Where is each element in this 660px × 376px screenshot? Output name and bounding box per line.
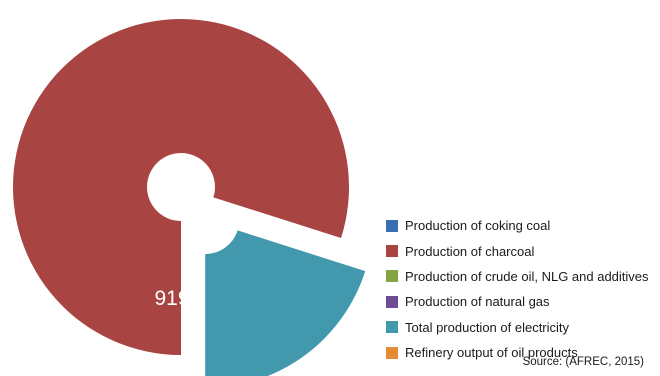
legend-label: Total production of electricity xyxy=(405,319,570,335)
legend-label: Production of crude oil, NLG and additiv… xyxy=(405,268,649,284)
legend-item: Refinery output of oil products xyxy=(386,340,649,365)
legend-swatch xyxy=(386,321,398,334)
pie-slice xyxy=(13,18,350,355)
legend-item: Production of crude oil, NLG and additiv… xyxy=(386,264,649,289)
legend-label: Production of charcoal xyxy=(405,243,535,259)
legend-item: Production of coking coal xyxy=(386,213,649,238)
source-note: Source: (AFREC, 2015) xyxy=(522,356,644,368)
legend-item: Total production of electricity xyxy=(386,315,649,340)
legend-label: Production of coking coal xyxy=(405,218,551,234)
chart-legend: Production of coking coal Production of c… xyxy=(386,213,649,365)
legend-swatch xyxy=(386,346,398,359)
legend-swatch xyxy=(386,245,398,258)
legend-item: Production of charcoal xyxy=(386,238,649,263)
legend-label: Production of natural gas xyxy=(405,294,550,310)
legend-item: Production of natural gas xyxy=(386,289,649,314)
legend-swatch xyxy=(386,270,398,283)
slice-data-label: 919 xyxy=(154,287,189,310)
pie-slice xyxy=(205,230,366,376)
legend-label: Refinery output of oil products xyxy=(405,345,578,361)
legend-swatch xyxy=(386,295,398,308)
legend-swatch xyxy=(386,219,398,232)
